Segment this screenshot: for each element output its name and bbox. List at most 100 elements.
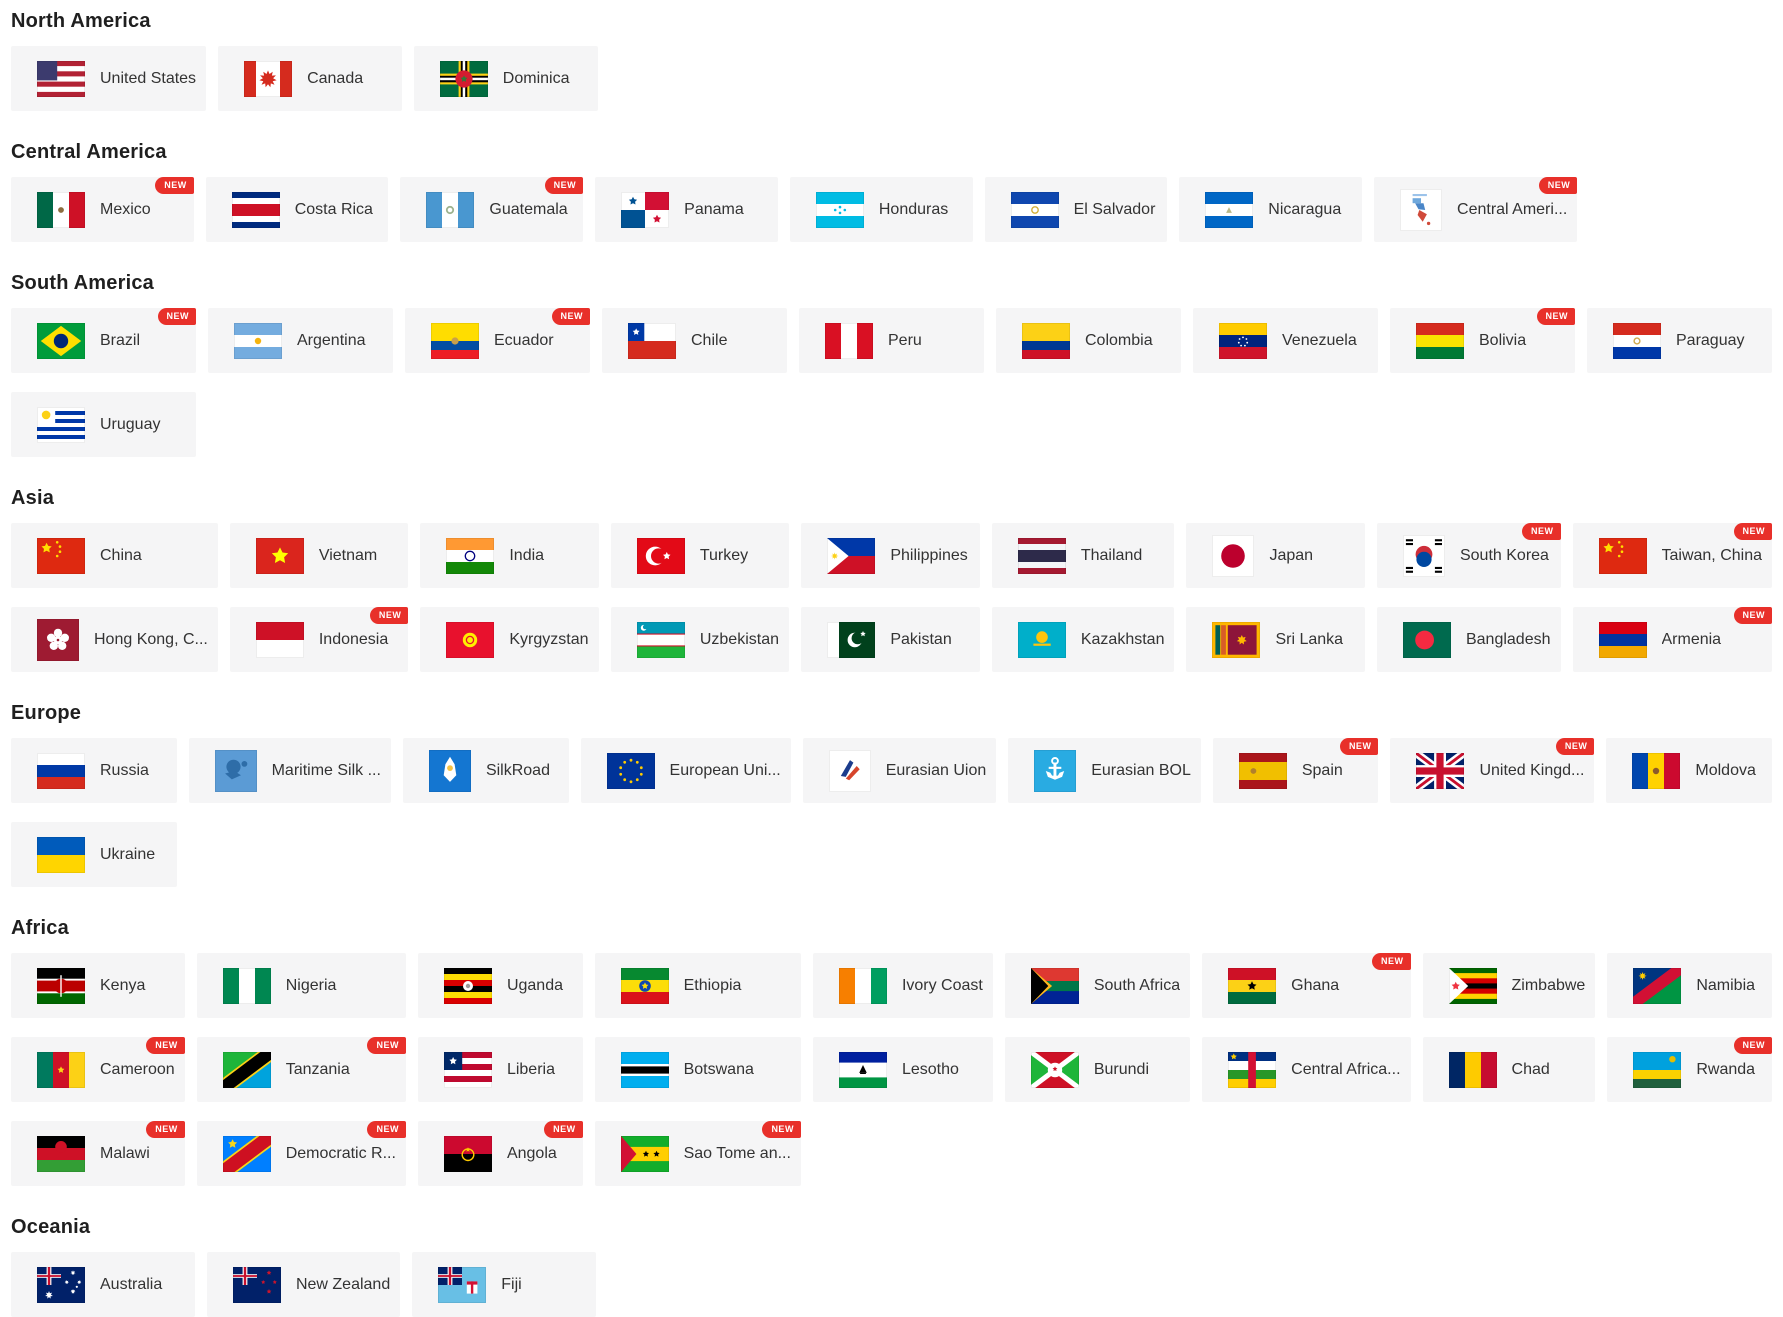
- section-heading: Asia: [11, 487, 55, 509]
- country-card-malawi[interactable]: Malawi NEW: [11, 1121, 185, 1186]
- country-card-burundi[interactable]: Burundi: [1004, 1037, 1191, 1102]
- regions: North America United States Canada Dominica…: [11, 10, 1772, 1317]
- country-label: Russia: [100, 761, 149, 779]
- country-card-china[interactable]: China: [11, 523, 218, 588]
- flag-silkroad-icon: [428, 749, 471, 792]
- country-card-pakistan[interactable]: Pakistan: [801, 607, 980, 672]
- country-card-uganda[interactable]: Uganda: [417, 953, 583, 1018]
- country-card-ghana[interactable]: Ghana NEW: [1202, 953, 1411, 1018]
- country-card-ethiopia[interactable]: Ethiopia: [594, 953, 801, 1018]
- country-card-el-salvador[interactable]: El Salvador: [984, 177, 1168, 242]
- country-card-fiji[interactable]: Fiji: [412, 1252, 597, 1317]
- country-card-honduras[interactable]: Honduras: [789, 177, 973, 242]
- country-card-chad[interactable]: Chad: [1422, 1037, 1596, 1102]
- country-card-venezuela[interactable]: Venezuela: [1193, 308, 1378, 373]
- country-card-indonesia[interactable]: Indonesia NEW: [229, 607, 409, 672]
- country-card-eurasian-bol[interactable]: Eurasian BOL: [1008, 738, 1201, 803]
- country-label: Democratic R...: [285, 1144, 396, 1162]
- country-card-ecuador[interactable]: Ecuador NEW: [405, 308, 590, 373]
- country-card-colombia[interactable]: Colombia: [996, 308, 1181, 373]
- country-card-liberia[interactable]: Liberia: [417, 1037, 583, 1102]
- country-card-central-america[interactable]: Central Ameri... NEW: [1374, 177, 1578, 242]
- flag-ivory-coast-icon: [838, 967, 887, 1004]
- country-card-russia[interactable]: Russia: [11, 738, 177, 803]
- new-badge: NEW: [369, 607, 409, 624]
- country-card-uruguay[interactable]: Uruguay: [11, 392, 196, 457]
- country-card-silkroad[interactable]: SilkRoad: [402, 738, 569, 803]
- country-card-moldova[interactable]: Moldova: [1606, 738, 1772, 803]
- flag-nigeria-icon: [222, 967, 271, 1004]
- country-card-peru[interactable]: Peru: [799, 308, 984, 373]
- country-card-south-korea[interactable]: South Korea NEW: [1376, 523, 1561, 588]
- country-card-zimbabwe[interactable]: Zimbabwe: [1422, 953, 1596, 1018]
- flag-uzbekistan-icon: [636, 621, 685, 658]
- country-card-argentina[interactable]: Argentina: [208, 308, 393, 373]
- country-card-sri-lanka[interactable]: Sri Lanka: [1186, 607, 1365, 672]
- country-card-tanzania[interactable]: Tanzania NEW: [196, 1037, 406, 1102]
- country-card-nigeria[interactable]: Nigeria: [196, 953, 406, 1018]
- country-card-bolivia[interactable]: Bolivia NEW: [1390, 308, 1575, 373]
- flag-uruguay-icon: [37, 406, 85, 443]
- country-card-new-zealand[interactable]: New Zealand: [206, 1252, 401, 1317]
- country-label: Central Ameri...: [1457, 200, 1568, 218]
- country-card-lesotho[interactable]: Lesotho: [812, 1037, 993, 1102]
- country-card-cameroon[interactable]: Cameroon NEW: [11, 1037, 185, 1102]
- country-card-democratic-republic-congo[interactable]: Democratic R... NEW: [196, 1121, 406, 1186]
- country-card-india[interactable]: India: [420, 523, 599, 588]
- country-card-mexico[interactable]: Mexico NEW: [11, 177, 194, 242]
- country-card-uzbekistan[interactable]: Uzbekistan: [610, 607, 790, 672]
- new-badge: NEW: [157, 308, 196, 325]
- country-card-thailand[interactable]: Thailand: [991, 523, 1175, 588]
- country-card-maritime-silk-road[interactable]: Maritime Silk ...: [188, 738, 391, 803]
- country-card-taiwan-china[interactable]: Taiwan, China NEW: [1572, 523, 1772, 588]
- country-card-kyrgyzstan[interactable]: Kyrgyzstan: [420, 607, 599, 672]
- new-badge: NEW: [551, 308, 590, 325]
- country-card-namibia[interactable]: Namibia: [1607, 953, 1772, 1018]
- country-card-turkey[interactable]: Turkey: [610, 523, 790, 588]
- flag-brazil-icon: [37, 322, 85, 359]
- country-card-kenya[interactable]: Kenya: [11, 953, 185, 1018]
- country-label: Kazakhstan: [1080, 630, 1165, 648]
- country-card-kazakhstan[interactable]: Kazakhstan: [991, 607, 1175, 672]
- country-label: Ethiopia: [683, 976, 742, 994]
- country-card-australia[interactable]: Australia: [11, 1252, 195, 1317]
- country-card-hong-kong-china[interactable]: Hong Kong, C...: [11, 607, 218, 672]
- country-card-guatemala[interactable]: Guatemala NEW: [400, 177, 584, 242]
- country-card-canada[interactable]: Canada: [218, 46, 402, 111]
- country-card-philippines[interactable]: Philippines: [801, 523, 980, 588]
- flag-eurasian-uion-icon: [828, 749, 871, 792]
- country-label: Moldova: [1695, 761, 1756, 779]
- country-card-ivory-coast[interactable]: Ivory Coast: [812, 953, 993, 1018]
- country-card-united-kingdom[interactable]: United Kingd... NEW: [1390, 738, 1595, 803]
- country-card-dominica[interactable]: Dominica: [413, 46, 598, 111]
- country-card-united-states[interactable]: United States: [11, 46, 207, 111]
- country-card-angola[interactable]: Angola NEW: [417, 1121, 583, 1186]
- country-card-brazil[interactable]: Brazil NEW: [11, 308, 196, 373]
- section-north-america: North America United States Canada Dominica: [11, 10, 1772, 111]
- country-card-armenia[interactable]: Armenia NEW: [1572, 607, 1772, 672]
- country-label: Botswana: [683, 1060, 754, 1078]
- country-card-paraguay[interactable]: Paraguay: [1587, 308, 1772, 373]
- country-card-sao-tome[interactable]: Sao Tome an... NEW: [594, 1121, 801, 1186]
- country-card-panama[interactable]: Panama: [595, 177, 778, 242]
- country-card-costa-rica[interactable]: Costa Rica: [205, 177, 389, 242]
- country-card-japan[interactable]: Japan: [1186, 523, 1365, 588]
- country-label: El Salvador: [1073, 200, 1156, 218]
- country-card-ukraine[interactable]: Ukraine: [11, 822, 177, 887]
- country-card-vietnam[interactable]: Vietnam: [229, 523, 409, 588]
- country-card-european-union[interactable]: European Uni...: [580, 738, 791, 803]
- country-card-chile[interactable]: Chile: [602, 308, 787, 373]
- country-card-central-africa[interactable]: Central Africa...: [1202, 1037, 1411, 1102]
- country-label: SilkRoad: [485, 761, 550, 779]
- country-label: Argentina: [297, 331, 366, 349]
- country-card-south-africa[interactable]: South Africa: [1004, 953, 1191, 1018]
- country-card-rwanda[interactable]: Rwanda NEW: [1607, 1037, 1772, 1102]
- country-card-nicaragua[interactable]: Nicaragua: [1179, 177, 1363, 242]
- section-heading: Europe: [11, 702, 82, 724]
- country-card-eurasian-uion[interactable]: Eurasian Uion: [802, 738, 997, 803]
- country-card-spain[interactable]: Spain NEW: [1212, 738, 1379, 803]
- country-card-bangladesh[interactable]: Bangladesh: [1376, 607, 1561, 672]
- flag-colombia-icon: [1022, 322, 1070, 359]
- country-label: Turkey: [699, 546, 749, 564]
- country-card-botswana[interactable]: Botswana: [594, 1037, 801, 1102]
